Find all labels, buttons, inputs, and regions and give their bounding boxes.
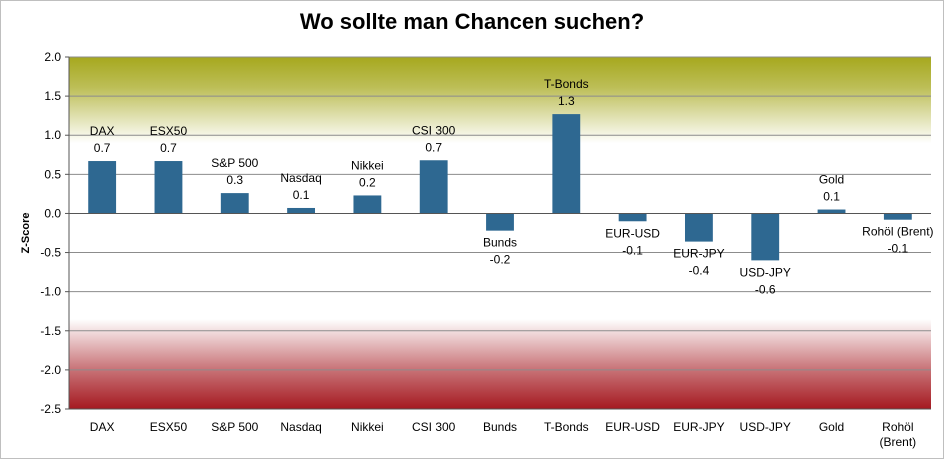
data-label-name: Rohöl (Brent) [862,225,933,239]
x-tick-label: DAX [90,420,115,434]
data-label-value: -0.2 [490,253,511,267]
data-label-value: -0.4 [689,264,710,278]
x-tick-label: ESX50 [150,420,188,434]
y-tick-label: -0.5 [40,246,61,260]
x-tick-label: Bunds [483,420,517,434]
data-label-value: 0.1 [293,188,310,202]
y-tick-label: -2.5 [40,402,61,416]
data-label-value: 0.7 [94,141,111,155]
data-label-value: 1.3 [558,94,575,108]
data-label-value: -0.1 [622,243,643,257]
x-tick-label: Nasdaq [280,420,321,434]
bar [154,161,183,214]
data-label-value: 0.7 [160,141,177,155]
x-tick-label: Gold [819,420,844,434]
y-axis-title: Z-Score [20,213,32,254]
x-tick-label: EUR-USD [605,420,660,434]
data-label-value: -0.1 [888,242,909,256]
data-label-name: Nikkei [351,158,384,172]
x-tick-label: CSI 300 [412,420,456,434]
data-label-name: Nasdaq [280,171,321,185]
y-tick-label: 2.0 [44,50,61,64]
data-label-name: Gold [819,173,844,187]
bar [88,161,117,214]
bar [817,209,846,214]
y-tick-label: 1.0 [44,128,61,142]
data-label-value: 0.1 [823,190,840,204]
data-label-name: T-Bonds [544,77,589,91]
bar [883,213,912,220]
x-tick-label: S&P 500 [211,420,258,434]
data-label-name: EUR-JPY [673,247,724,261]
data-label-name: EUR-USD [605,226,660,240]
positive-zone-band [69,57,931,144]
y-tick-label: -1.0 [40,285,61,299]
data-label-value: 0.7 [425,140,442,154]
data-label-name: USD-JPY [740,265,791,279]
x-tick-label: Nikkei [351,420,384,434]
x-tick-label: (Brent) [880,435,917,449]
data-label-name: S&P 500 [211,156,258,170]
x-tick-label: Rohöl [882,420,913,434]
bar [353,195,382,214]
chart-title: Wo sollte man Chancen suchen? [299,9,645,34]
bar [751,213,780,261]
data-label-name: Bunds [483,236,517,250]
data-label-name: ESX50 [150,124,188,138]
bar [220,193,249,214]
bar [287,207,316,214]
data-label-name: CSI 300 [412,123,456,137]
data-label-value: 0.2 [359,175,376,189]
bar [419,160,448,214]
data-label-value: 0.3 [226,173,243,187]
bar [684,213,713,242]
bar [618,213,647,222]
y-tick-label: 0.5 [44,167,61,181]
x-tick-label: T-Bonds [544,420,589,434]
y-tick-label: 1.5 [44,89,61,103]
bar [552,114,581,214]
y-tick-label: -2.0 [40,363,61,377]
data-label-name: DAX [90,124,115,138]
negative-zone-band [69,319,931,409]
y-tick-label: 0.0 [44,206,61,220]
x-tick-label: EUR-JPY [673,420,724,434]
data-label-value: -0.6 [755,282,776,296]
bar [486,213,514,231]
y-tick-label: -1.5 [40,324,61,338]
x-tick-label: USD-JPY [740,420,791,434]
